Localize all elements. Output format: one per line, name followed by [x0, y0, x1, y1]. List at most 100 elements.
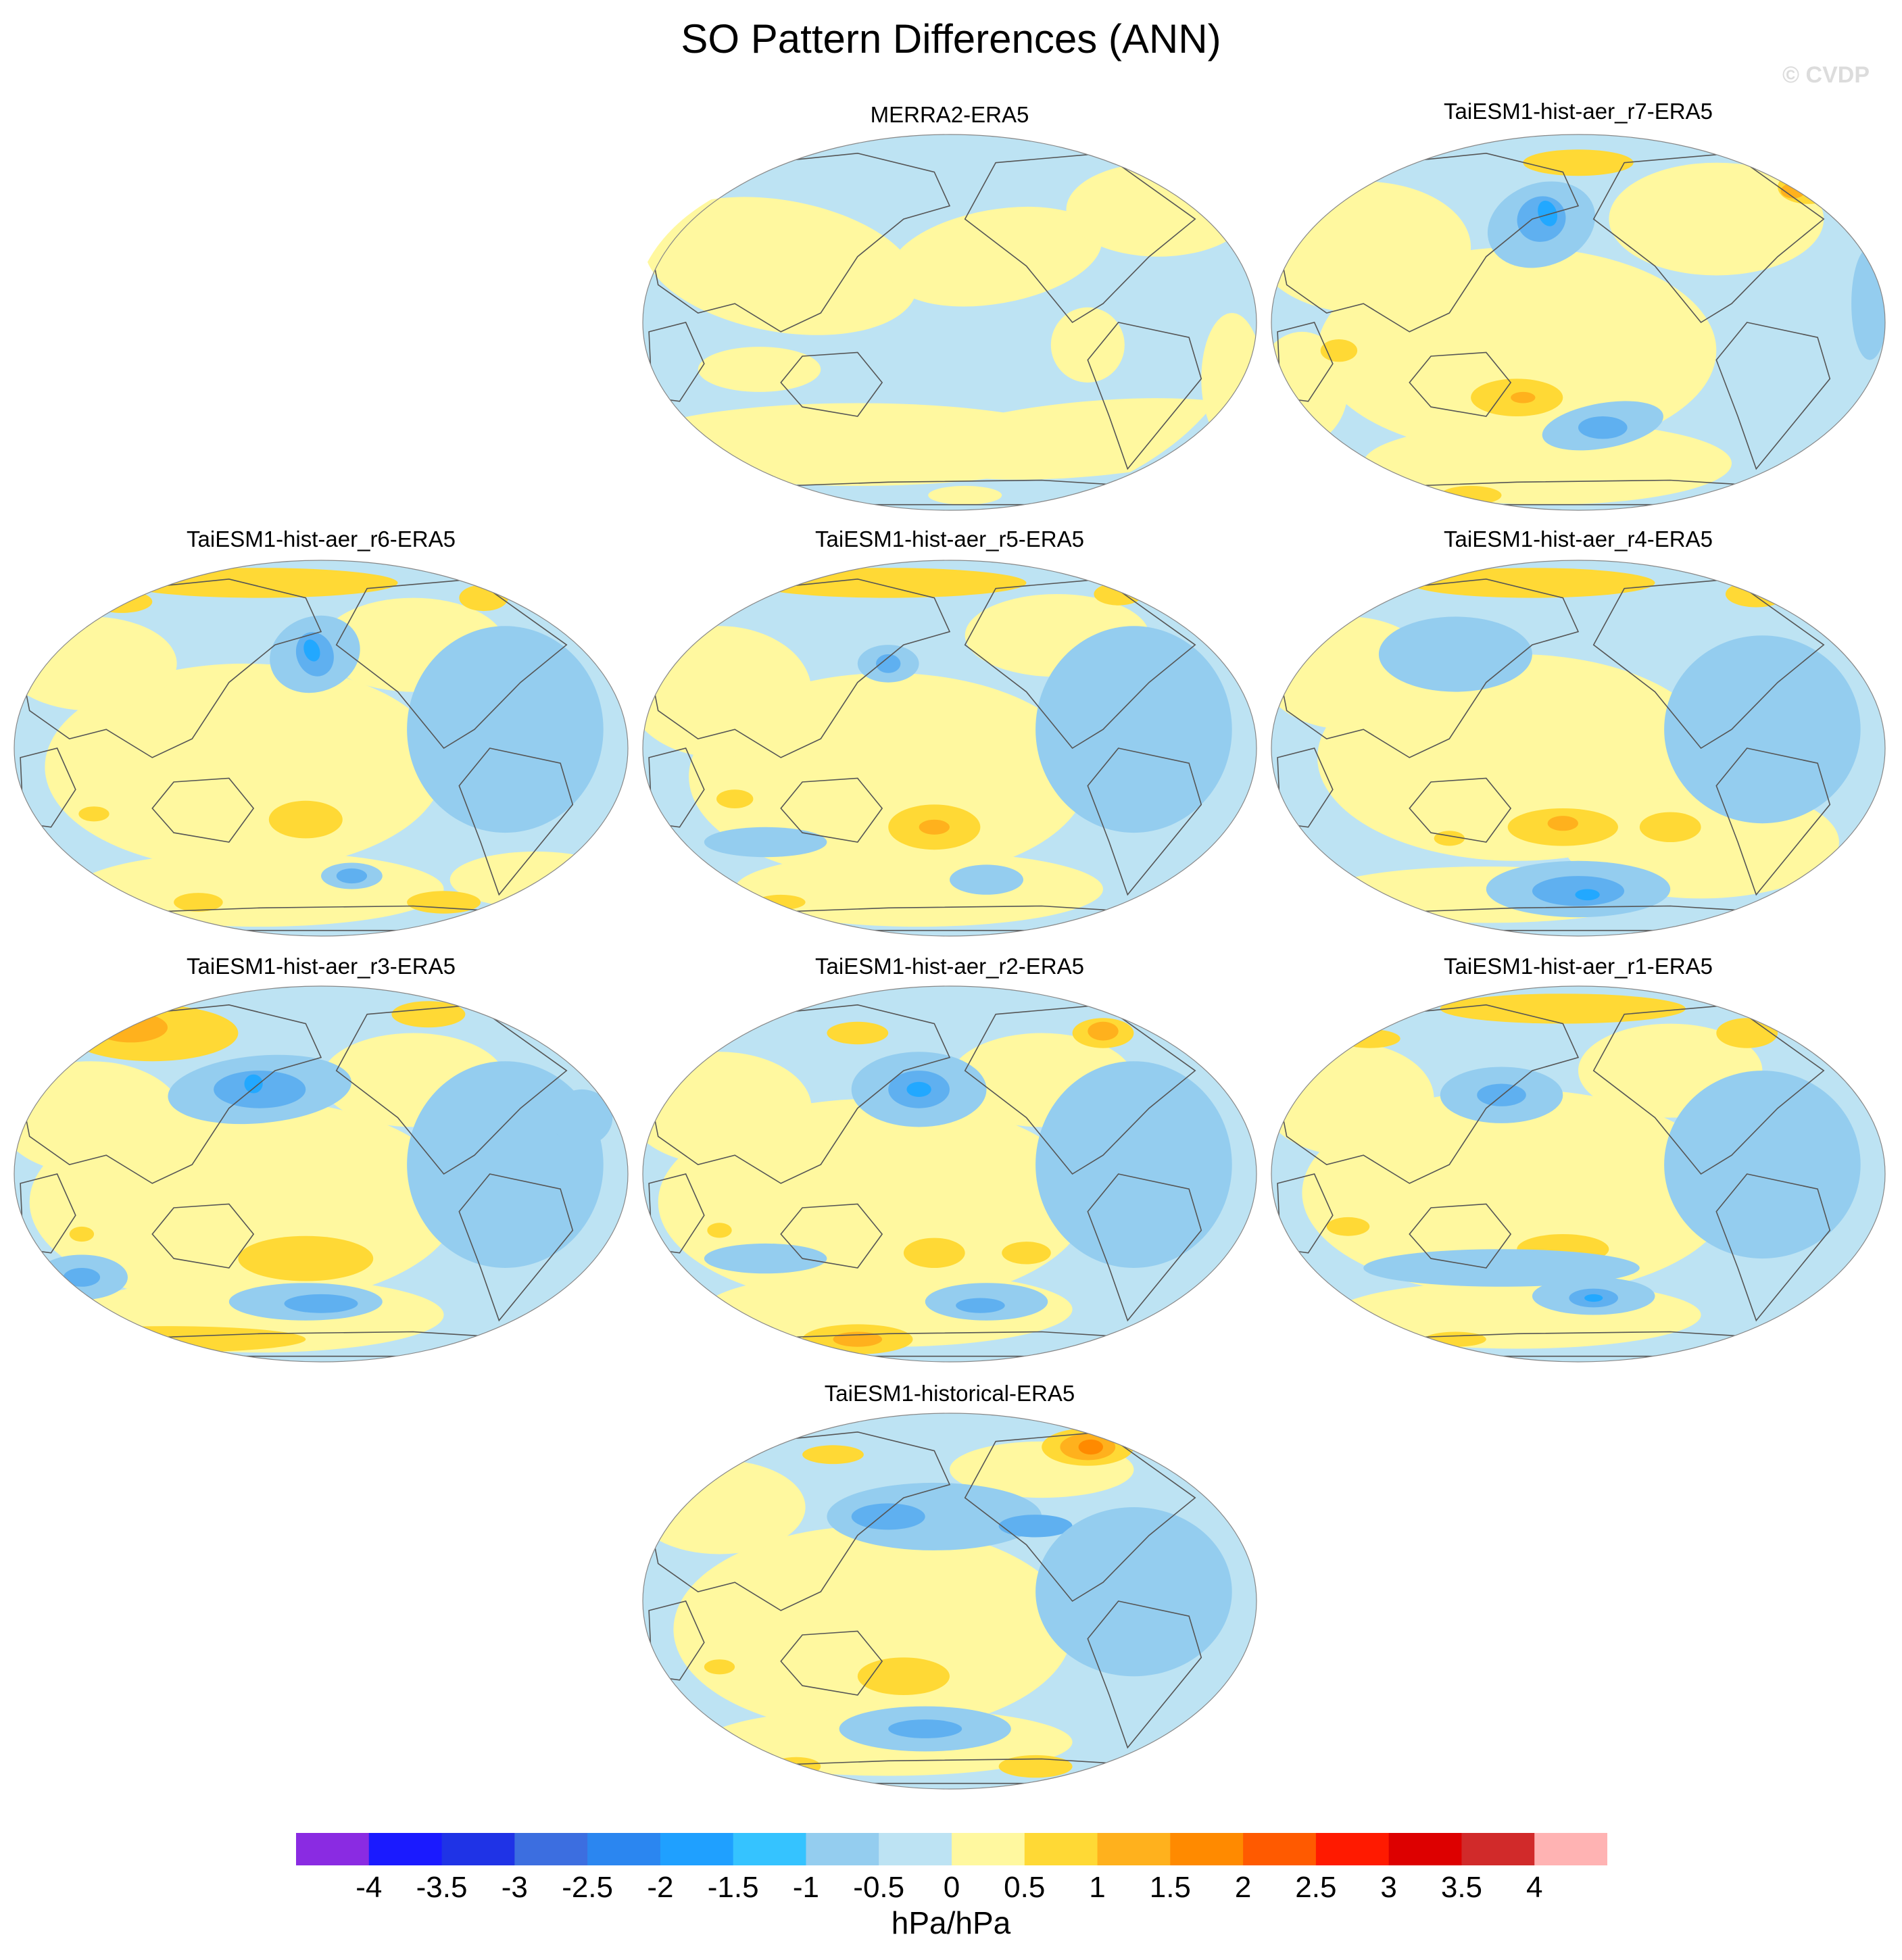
contour-light-blue	[551, 1089, 613, 1146]
colorbar-swatch	[660, 1833, 734, 1865]
map-border	[642, 134, 1257, 511]
coastline-australia	[780, 1203, 883, 1269]
coastline-namerica	[964, 1431, 1196, 1602]
colorbar-tick-label: -4	[356, 1871, 383, 1904]
contour-yellow	[750, 568, 1027, 598]
coastline-australia	[780, 777, 883, 843]
colorbar-tick-label: 1.5	[1149, 1871, 1191, 1904]
colorbar-swatch	[879, 1833, 952, 1865]
colorbar-tick-label: -1.5	[707, 1871, 759, 1904]
contour-pale-yellow	[1271, 1042, 1434, 1156]
coastline-australia	[1409, 351, 1512, 417]
contour-pale-yellow	[45, 663, 444, 871]
coastline-namerica	[964, 152, 1196, 324]
colorbar-tick-label: -3.5	[416, 1871, 468, 1904]
contour-pale-yellow	[1271, 181, 1471, 314]
contour-yellow	[29, 1326, 306, 1353]
map-panel-r5	[642, 560, 1257, 937]
contour-yellow	[1434, 831, 1465, 846]
contour-light-blue	[1035, 626, 1232, 833]
map-border	[14, 560, 629, 937]
contour-yellow	[1140, 487, 1165, 503]
contour-yellow	[1639, 812, 1701, 842]
contour-pale-yellow	[644, 197, 918, 335]
coastline-samerica	[1715, 1173, 1831, 1322]
contour-pale-yellow	[889, 206, 1102, 307]
contour-yellow	[174, 893, 223, 912]
coastline-australia	[1409, 777, 1512, 843]
colorbar-swatch	[514, 1833, 588, 1865]
coastline-namerica	[964, 1004, 1196, 1175]
colorbar-tick-label: 3	[1380, 1871, 1397, 1904]
contour-yellow	[756, 894, 806, 910]
contour-light-blue	[1363, 1249, 1640, 1287]
map-panel-historical	[642, 1413, 1257, 1790]
colorbar-swatch	[1097, 1833, 1171, 1865]
contour-light-blue	[1378, 616, 1532, 692]
colorbar-tick-label: 2.5	[1295, 1871, 1337, 1904]
contour-yellow	[78, 806, 109, 822]
contour-orange	[1088, 1021, 1119, 1041]
contour-pale-yellow	[1201, 313, 1257, 445]
contour-mid-blue	[336, 868, 368, 884]
colorbar-swatch	[1388, 1833, 1462, 1865]
map-border	[642, 1413, 1257, 1790]
contour-mid-blue	[888, 1719, 962, 1738]
map-panel-r1	[1271, 985, 1886, 1363]
coastline-namerica	[1592, 152, 1825, 324]
contour-orange	[919, 819, 950, 835]
contour-light-blue	[704, 827, 827, 858]
panel-title-r5: TaiESM1-hist-aer_r5-ERA5	[815, 526, 1084, 552]
contour-orange	[1547, 816, 1578, 831]
map-border	[642, 560, 1257, 937]
colorbar-swatch	[368, 1833, 443, 1865]
contour-cyan-blue	[1584, 1294, 1603, 1302]
contour-yellow	[857, 1657, 950, 1695]
cvdp-watermark: © CVDP	[1782, 62, 1870, 88]
panel-title-r7: TaiESM1-hist-aer_r7-ERA5	[1444, 99, 1713, 124]
contour-mid-blue	[1578, 416, 1628, 439]
contour-pale-yellow	[1066, 162, 1250, 257]
coastline-namerica	[1592, 578, 1825, 750]
map-border	[1271, 985, 1886, 1363]
contour-cyan-blue	[303, 639, 320, 662]
panel-title-r3: TaiESM1-hist-aer_r3-ERA5	[187, 954, 456, 979]
colorbar-swatch	[806, 1833, 879, 1865]
coastline-australia	[780, 351, 883, 417]
contour-mid-blue	[284, 1294, 358, 1313]
contour-yellow	[1440, 994, 1686, 1024]
contour-light-blue	[407, 626, 604, 833]
panel-title-r4: TaiESM1-hist-aer_r4-ERA5	[1444, 526, 1713, 552]
contour-mid-blue	[956, 1298, 1005, 1313]
coastline-samerica	[1087, 1173, 1202, 1322]
coastline-samerica	[1087, 1600, 1202, 1749]
coastline-namerica	[964, 578, 1196, 750]
contour-orange	[94, 1012, 168, 1043]
contour-yellow	[1338, 1029, 1400, 1048]
map-border	[642, 985, 1257, 1363]
contour-yellow	[1440, 485, 1502, 505]
colorbar-swatch	[1461, 1833, 1535, 1865]
contour-mid-blue	[851, 1503, 925, 1530]
panel-title-r2: TaiESM1-hist-aer_r2-ERA5	[815, 954, 1084, 979]
contour-pale-yellow	[1609, 162, 1824, 276]
contour-pale-yellow	[14, 616, 177, 711]
colorbar-tick-label: 0.5	[1004, 1871, 1046, 1904]
contour-pale-yellow	[673, 1525, 1073, 1733]
colorbar-tick-label: 0	[943, 1871, 960, 1904]
contour-light-blue	[1664, 1071, 1861, 1259]
contour-yellow	[1320, 339, 1358, 362]
colorbar-tick-label: -2.5	[562, 1871, 614, 1904]
contour-pale-yellow	[643, 1052, 812, 1165]
colorbar-swatch	[587, 1833, 661, 1865]
contour-light-blue	[827, 1482, 1042, 1550]
contour-yellow	[1326, 1217, 1370, 1236]
contour-pale-yellow	[643, 626, 812, 758]
map-panel-r3	[14, 985, 629, 1363]
map-panel-r2	[642, 985, 1257, 1363]
contour-light-blue	[704, 1243, 827, 1274]
contour-pale-yellow	[1302, 1089, 1732, 1296]
colorbar-swatch	[1315, 1833, 1390, 1865]
coastline-namerica	[1592, 1004, 1825, 1175]
coastline-namerica	[335, 1004, 568, 1175]
